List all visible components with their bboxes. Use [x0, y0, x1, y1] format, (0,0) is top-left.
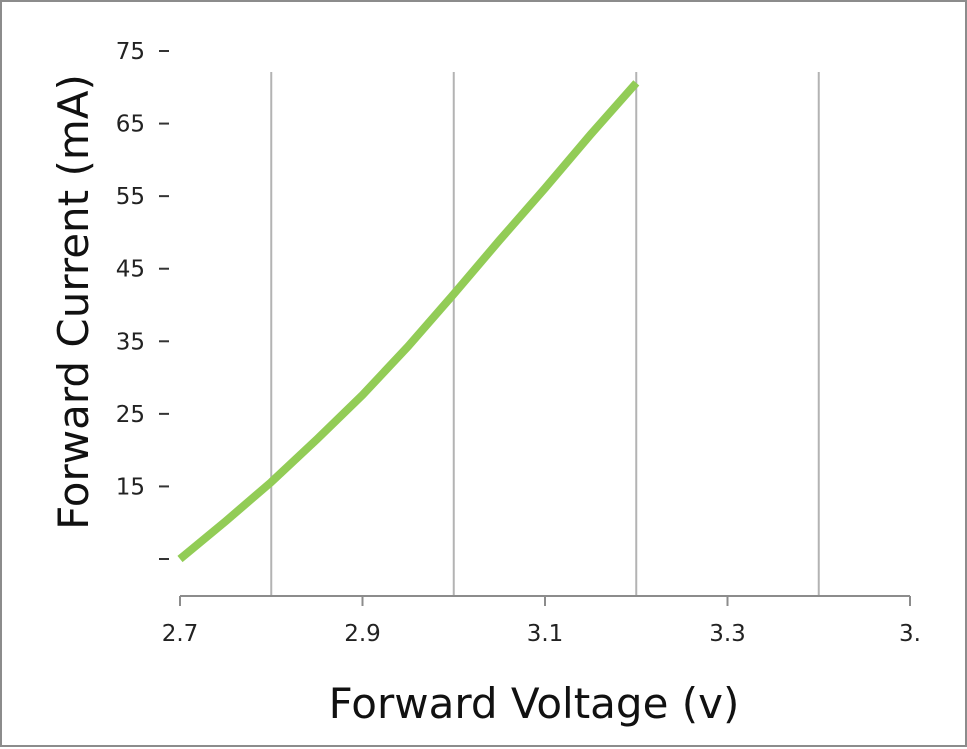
x-axis-title: Forward Voltage (v) — [329, 679, 740, 728]
x-tick-label: 3.3 — [709, 621, 746, 647]
y-tick-label: 55 — [116, 184, 145, 210]
series-layer — [177, 80, 640, 563]
y-axis-ticks: 75 65 55 45 35 25 15 — [116, 39, 169, 560]
y-tick-label: 75 — [116, 39, 145, 65]
y-tick-label: 15 — [116, 474, 145, 500]
x-tick-label: 3. — [899, 621, 921, 647]
x-tick-label: 2.9 — [344, 621, 381, 647]
x-tick-label: 3.1 — [527, 621, 564, 647]
y-tick-label: 65 — [116, 112, 145, 138]
y-tick-label: 45 — [116, 257, 145, 283]
y-tick-label: 25 — [116, 402, 145, 428]
y-axis-title: Forward Current (mA) — [49, 74, 98, 530]
x-axis-ticks: 2.7 2.9 3.1 3.3 3. — [162, 596, 921, 647]
y-tick-label: 35 — [116, 329, 145, 355]
series-line — [177, 80, 640, 563]
vertical-gridlines — [270, 72, 820, 596]
x-tick-label: 2.7 — [162, 621, 199, 647]
